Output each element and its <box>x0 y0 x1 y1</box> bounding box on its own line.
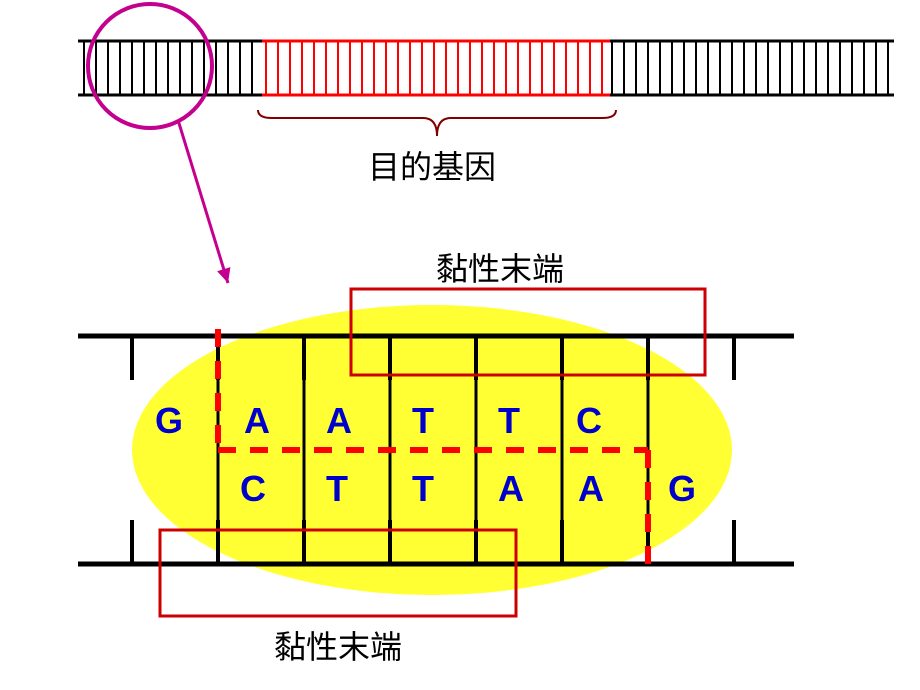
base-letter: C <box>240 468 266 510</box>
base-letter: G <box>155 400 183 442</box>
base-letter: T <box>412 468 434 510</box>
dna-restriction-diagram: 目的基因 黏性末端 黏性末端 GAATTCCTTAAG <box>0 0 920 690</box>
label-target-gene: 目的基因 <box>368 142 496 188</box>
label-sticky-end-top: 黏性末端 <box>436 244 564 290</box>
base-letter: A <box>578 468 604 510</box>
diagram-svg <box>0 0 920 690</box>
base-letter: A <box>326 400 352 442</box>
base-letter: G <box>668 468 696 510</box>
base-letter: A <box>244 400 270 442</box>
base-letter: T <box>326 468 348 510</box>
base-letter: C <box>576 400 602 442</box>
base-letter: T <box>498 400 520 442</box>
base-letter: A <box>498 468 524 510</box>
base-letter: T <box>412 400 434 442</box>
label-sticky-end-bottom: 黏性末端 <box>274 622 402 668</box>
